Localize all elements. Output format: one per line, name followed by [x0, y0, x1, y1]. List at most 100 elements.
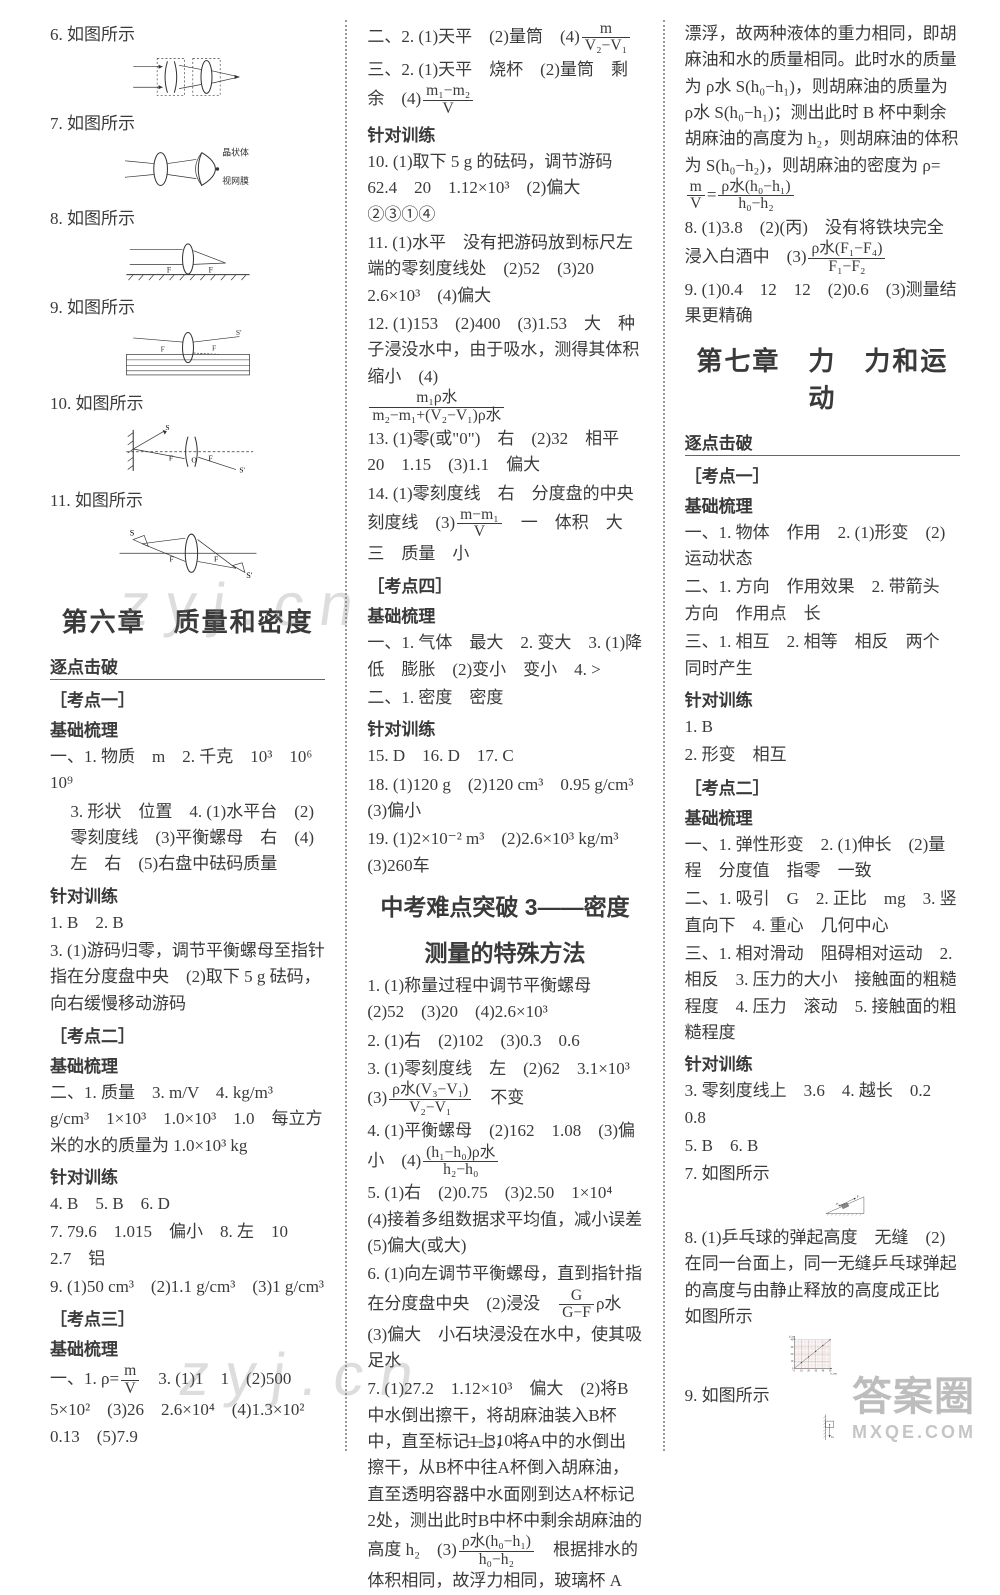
column-1: 6. 如图所示 7. 如图所示 晶状体 视网膜 8. 如图所示 [50, 20, 325, 1451]
c2-l13: 1. (1)称量过程中调节平衡螺母 (2)52 (3)20 (4)2.6×10³ [367, 973, 642, 1026]
fig6-caption: 6. 如图所示 [50, 22, 325, 48]
c1-l4: 二、1. 质量 3. m/V 4. kg/m³ g/cm³ 1×10³ 1.0×… [50, 1080, 325, 1159]
svg-text:F: F [166, 266, 171, 275]
chapter6-title: 第六章 质量和密度 [50, 602, 325, 639]
svg-text:F: F [212, 343, 216, 352]
sub-title-a: 中考难点突破 3——密度 [367, 888, 642, 922]
svg-text:S': S' [239, 465, 245, 474]
svg-text:O: O [191, 455, 197, 464]
kd2: ［考点二］ [50, 1022, 325, 1047]
c3-l7: 1. B [685, 714, 960, 740]
h1-h2-chart: 01020304050010203040h₁/cmh₂/cm [725, 1335, 895, 1376]
svg-text:0: 0 [793, 1370, 795, 1373]
c2-l8: 一、1. 气体 最大 2. 变大 3. (1)降低 膨胀 (2)变小 变小 4.… [367, 630, 642, 683]
svg-text:F: F [208, 453, 212, 462]
c2-l7: 14. (1)零刻度线 右 分度盘的中央刻度线 (3)m−m₁V 一 体积 大 … [367, 481, 642, 568]
c3-l6: 三、1. 相互 2. 相等 相反 两个 同时产生 [685, 629, 960, 682]
fig9-caption: 9. 如图所示 [50, 295, 325, 321]
svg-text:F: F [214, 554, 218, 563]
train-2: 针对训练 [50, 1163, 325, 1188]
svg-text:S': S' [236, 328, 242, 337]
sub-title-b: 测量的特殊方法 [367, 934, 642, 968]
fig11-caption: 11. 如图所示 [50, 488, 325, 514]
c3-l4: 一、1. 物体 作用 2. (1)形变 (2)运动状态 [685, 520, 960, 573]
c2-l15: 3. (1)零刻度线 左 (2)62 3.1×10³ (3)ρ水(V₃−V₁)V… [367, 1056, 642, 1116]
svg-text:S': S' [246, 571, 253, 580]
svg-text:视网膜: 视网膜 [222, 175, 249, 186]
kd1: ［考点一］ [50, 686, 325, 711]
fig10-caption: 10. 如图所示 [50, 391, 325, 417]
svg-text:F₁: F₁ [836, 1202, 839, 1206]
svg-text:F: F [857, 1194, 859, 1198]
c2-l1: 二、2. (1)天平 (2)量筒 (4)mV₂−V₁ [367, 21, 642, 55]
c2-l4: 11. (1)水平 没有把游码放到标尺左端的零刻度线处 (2)52 (3)20 … [367, 230, 642, 309]
column-separator-2 [663, 20, 665, 1451]
c1-l3: 3. (1)游码归零，调节平衡螺母至指针指在分度盘中央 (2)取下 5 g 砝码… [50, 938, 325, 1017]
column-separator-1 [345, 20, 347, 1451]
c2-train: 针对训练 [367, 121, 642, 146]
c1-l6: 7. 79.6 1.015 偏小 8. 左 10 2.7 铝 [50, 1219, 325, 1272]
svg-text:10: 10 [800, 1370, 803, 1373]
c1-l1b: 3. 形状 位置 4. (1)水平台 (2)零刻度线 (3)平衡螺母 右 (4)… [50, 799, 325, 878]
c3-l9: 一、1. 弹性形变 2. (1)伸长 (2)量程 分度值 指零 一致 [685, 832, 960, 885]
svg-text:F: F [168, 453, 172, 462]
svg-text:10: 10 [790, 1361, 793, 1364]
c2-l16: 4. (1)平衡螺母 (2)162 1.08 (3)偏小 (4)(h₁−h₀)ρ… [367, 1118, 642, 1178]
svg-text:F: F [208, 266, 213, 275]
c3-l15: 8. (1)乒乓球的弹起高度 无缝 (2)在同一台面上，同一无缝乒乓球弹起的高度… [685, 1225, 960, 1330]
c3-l3: 9. (1)0.4 12 12 (2)0.6 (3)测量结果更精确 [685, 277, 960, 330]
c2-l12: 19. (1)2×10⁻² m³ (2)2.6×10³ kg/m³ (3)260… [367, 826, 642, 879]
c3-l16: 9. 如图所示 [685, 1383, 960, 1409]
c3-l5: 二、1. 方向 作用效果 2. 带箭头 方向 作用点 长 [685, 574, 960, 627]
page-number: — 310 — [0, 1431, 1000, 1451]
base-title: 基础梳理 [50, 716, 325, 741]
c1-l1: 一、1. 物质 m 2. 千克 10³ 10⁶ 10⁹ [50, 744, 325, 797]
c3-l1: 漂浮，故两种液体的重力相同，即胡麻油和水的质量相同。此时水的质量为 ρ水 S(h… [685, 21, 960, 213]
c3-l11: 三、1. 相对滑动 阻碍相对运动 2. 相反 3. 压力的大小 接触面的粗糙程度… [685, 941, 960, 1046]
svg-text:S: S [165, 423, 169, 432]
c3-l14: 7. 如图所示 [685, 1161, 960, 1187]
column-3: 漂浮，故两种液体的重力相同，即胡麻油和水的质量相同。此时水的质量为 ρ水 S(h… [685, 20, 960, 1451]
fig9-diagram: F F S' [93, 327, 283, 382]
c2-l14: 2. (1)右 (2)102 (3)0.3 0.6 [367, 1028, 642, 1054]
c2-l6: 13. (1)零(或"0") 右 (2)32 相平 20 1.15 (3)1.1… [367, 426, 642, 479]
c2-l5: 12. (1)153 (2)400 (3)1.53 大 种子浸没水中，由于吸水，… [367, 311, 642, 424]
c2-base: 基础梳理 [367, 602, 642, 627]
kd4: ［考点四］ [367, 572, 642, 597]
c3-breakthrough: 逐点击破 [685, 429, 960, 456]
c3-l2: 8. (1)3.8 (2)(丙) 没有将铁块完全浸入白酒中 (3)ρ水(F₁−F… [685, 215, 960, 275]
base-title-2: 基础梳理 [50, 1052, 325, 1077]
c3-base2: 基础梳理 [685, 804, 960, 829]
column-2: 二、2. (1)天平 (2)量筒 (4)mV₂−V₁ 三、2. (1)天平 烧杯… [367, 20, 642, 1451]
c3-train2: 针对训练 [685, 1050, 960, 1075]
svg-text:40: 40 [821, 1370, 824, 1373]
svg-text:30: 30 [814, 1370, 817, 1373]
breakthrough-label: 逐点击破 [50, 653, 325, 680]
svg-text:50: 50 [828, 1370, 831, 1373]
c3-l13: 5. B 6. B [685, 1133, 960, 1159]
c2-train2: 针对训练 [367, 715, 642, 740]
svg-text:30: 30 [790, 1346, 793, 1349]
c2-l11: 18. (1)120 g (2)120 cm³ 0.95 g/cm³ (3)偏小 [367, 772, 642, 825]
svg-text:F: F [160, 344, 164, 353]
svg-text:20: 20 [790, 1353, 793, 1356]
fig6-diagram [103, 53, 273, 101]
c2-l3: 10. (1)取下 5 g 的砝码，调节游码 62.4 20 1.12×10³ … [367, 149, 642, 228]
chapter7-title: 第七章 力 力和运动 [685, 341, 960, 415]
fig10-diagram: S F F O S' [88, 423, 288, 478]
svg-text:h₁/cm: h₁/cm [830, 1373, 836, 1376]
c3-train: 针对训练 [685, 686, 960, 711]
c2-l2: 三、2. (1)天平 烧杯 (2)量筒 剩余 (4)m₁−m₂V [367, 57, 642, 117]
fig11-diagram: S FF S' [83, 519, 293, 584]
c3-l10: 二、1. 吸引 G 2. 正比 mg 3. 竖直向下 4. 重心 几何中心 [685, 886, 960, 939]
train-1: 针对训练 [50, 882, 325, 907]
svg-text:晶状体: 晶状体 [222, 146, 249, 157]
svg-text:20: 20 [807, 1370, 810, 1373]
c2-l18: 6. (1)向左调节平衡螺母，直到指针指在分度盘中央 (2)浸没 GG−Fρ水 … [367, 1261, 642, 1374]
c2-l19: 7. (1)27.2 1.12×10³ 偏大 (2)将B中水倒出擦干，将胡麻油装… [367, 1376, 642, 1594]
c3-kd2: ［考点二］ [685, 774, 960, 799]
c2-l10: 15. D 16. D 17. C [367, 743, 642, 769]
c3-l12: 3. 零刻度线上 3.6 4. 越长 0.2 0.8 [685, 1078, 960, 1131]
c3-kd1: ［考点一］ [685, 462, 960, 487]
fig-incline: F₁ F [765, 1192, 925, 1216]
